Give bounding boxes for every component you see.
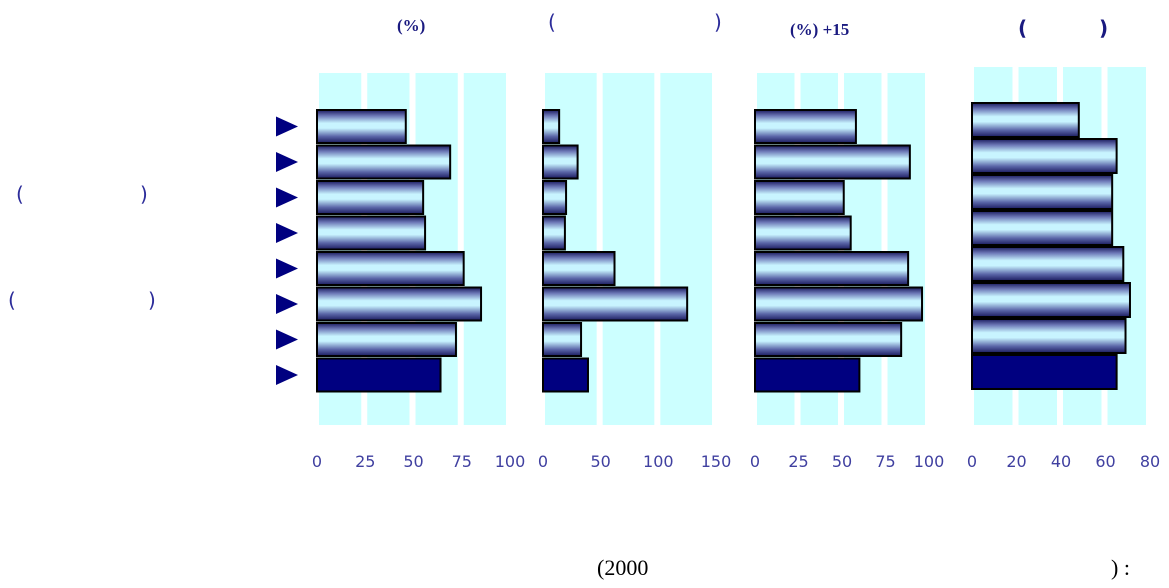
source-note-open: (2000	[597, 555, 649, 580]
panel-1-tick-label-4: 75	[452, 452, 472, 471]
panel-3-bar-6	[754, 286, 924, 322]
row-label-1-close: )	[140, 182, 148, 206]
panel-1-bar-7	[316, 322, 457, 357]
panel-2-tick-label-1: 0	[538, 452, 548, 471]
panel-2-band-3	[660, 73, 712, 425]
panel-1-tick-label-2: 25	[355, 452, 375, 471]
panel-4-bar-7	[971, 318, 1127, 354]
row-marker-4	[276, 223, 298, 243]
panel-4-bar-5	[971, 246, 1125, 282]
panel-2-bar-6	[542, 286, 689, 322]
row-marker-7	[276, 329, 298, 350]
panel-1-bar-3	[316, 180, 425, 215]
panel-4-tick-label-3: 40	[1051, 452, 1071, 471]
panel-3-tick-label-5: 100	[914, 452, 945, 471]
panel-4-bar-6	[971, 282, 1131, 318]
panel-2-bar-3	[542, 180, 568, 215]
panel-4-title-close: )	[1099, 16, 1109, 40]
panel-4-tick-label-2: 20	[1006, 452, 1026, 471]
row-label-2-close: )	[148, 288, 156, 312]
panel-4-tick-label-4: 60	[1095, 452, 1115, 471]
panel-3-bar-4	[754, 215, 852, 251]
panel-4-bar-2	[971, 138, 1118, 174]
panel-3: 0 25 50 75 100	[750, 73, 944, 471]
panel-4-bar-4	[971, 210, 1114, 246]
panel-2-title-close: )	[714, 10, 722, 34]
panel-2-tick-label-2: 50	[590, 452, 610, 471]
panel-3-bar-1	[754, 109, 857, 144]
panel-3-bar-5	[754, 251, 910, 286]
row-marker-1	[276, 116, 298, 137]
panel-1-tick-label-1: 0	[312, 452, 322, 471]
source-note-close: ) :	[1111, 555, 1130, 580]
panel-1-bar-6	[316, 286, 483, 322]
panel-1-bar-1	[316, 109, 407, 144]
panel-2-bar-7	[542, 322, 583, 357]
panel-1-band-4	[463, 73, 506, 425]
panel-3-title: (%) +15	[790, 20, 850, 39]
panel-4-tick-label-1: 0	[967, 452, 977, 471]
row-label-1-open: (	[16, 182, 24, 206]
panel-2-band-2	[602, 73, 655, 425]
panel-1-tick-label-5: 100	[495, 452, 526, 471]
panel-3-bar-2	[754, 144, 911, 180]
panel-2-title-open: (	[548, 10, 556, 34]
panel-1-bar-8	[316, 357, 442, 393]
panel-3-tick-label-3: 50	[832, 452, 852, 471]
panel-2-bar-2	[542, 144, 579, 180]
panel-3-tick-label-2: 25	[788, 452, 808, 471]
panel-3-bar-8	[754, 357, 861, 393]
chart-panels: 0 25 50 75 100 0 50 100 150 0 25 50 75 100 0 20 40 60 80	[312, 67, 1160, 471]
panel-3-bar-7	[754, 322, 903, 357]
panel-4-title-open: (	[1018, 16, 1028, 40]
panel-3-tick-label-1: 0	[750, 452, 760, 471]
panel-4-tick-label-5: 80	[1140, 452, 1160, 471]
panel-2: 0 50 100 150	[538, 73, 731, 471]
panel-2-tick-label-4: 150	[701, 452, 732, 471]
row-marker-3	[276, 187, 298, 208]
panel-2-tick-label-3: 100	[643, 452, 674, 471]
panel-2-bar-1	[542, 109, 561, 144]
panel-1-bar-5	[316, 251, 465, 286]
row-marker-5	[276, 258, 298, 279]
panel-1-bar-4	[316, 215, 427, 251]
row-label-2-open: (	[8, 288, 16, 312]
panel-3-tick-label-4: 75	[875, 452, 895, 471]
panel-1: 0 25 50 75 100	[312, 73, 525, 471]
row-marker-6	[276, 294, 298, 314]
panel-3-band-4	[887, 73, 925, 425]
row-marker-2	[276, 152, 298, 172]
panel-4-bar-8	[971, 354, 1118, 390]
row-markers	[276, 116, 298, 385]
panel-3-bar-3	[754, 180, 845, 215]
row-marker-8	[276, 365, 298, 385]
panel-1-bar-2	[316, 144, 452, 180]
panel-1-tick-label-3: 50	[403, 452, 423, 471]
panel-4: 0 20 40 60 80	[967, 67, 1160, 471]
panel-4-bar-1	[971, 102, 1080, 138]
panel-2-bar-8	[542, 357, 589, 393]
panel-2-bar-5	[542, 251, 616, 286]
panel-4-bar-3	[971, 174, 1114, 210]
panel-2-bar-4	[542, 215, 566, 251]
panel-1-title: (%)	[397, 16, 426, 35]
